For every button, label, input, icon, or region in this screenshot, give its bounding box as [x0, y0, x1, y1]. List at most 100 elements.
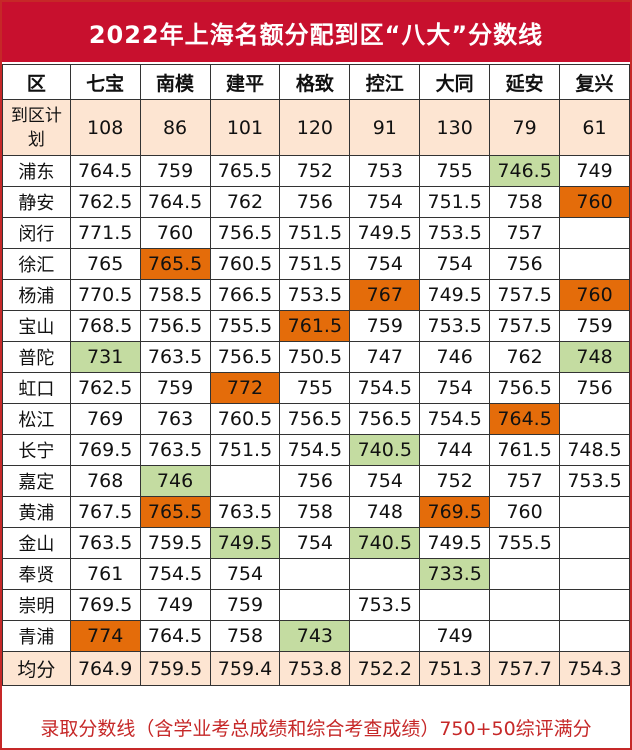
score-cell: 765.5	[209, 155, 281, 187]
average-cell: 757.7	[489, 651, 561, 686]
score-cell: 764.5	[69, 155, 141, 187]
score-cell: 760	[559, 279, 630, 311]
score-cell: 758	[279, 496, 351, 528]
score-cell: 750.5	[279, 341, 351, 373]
column-header-school: 格致	[279, 64, 351, 100]
score-cell: 762.5	[69, 372, 141, 404]
score-cell: 754	[349, 186, 421, 218]
score-table: 区七宝 南模 建平 格致 控江 大同 延安 复兴 到区计划 108 86 101 120 91 130 79 6…	[2, 64, 630, 686]
score-cell: 762.5	[69, 186, 141, 218]
score-cell: 763	[139, 403, 211, 435]
plan-cell: 108	[69, 99, 141, 156]
district-name: 金山	[2, 527, 71, 559]
score-cell: 758	[489, 186, 561, 218]
column-header-school: 控江	[349, 64, 421, 100]
score-cell: 760.5	[209, 248, 281, 280]
score-cell: 746.5	[489, 155, 561, 187]
column-header-school: 建平	[209, 64, 281, 100]
score-cell	[349, 620, 421, 652]
score-cell: 754	[419, 372, 491, 404]
plan-cell: 91	[349, 99, 421, 156]
score-cell	[489, 589, 561, 621]
score-cell: 761.5	[279, 310, 351, 342]
score-cell	[559, 248, 630, 280]
table-row: 杨浦 770.5 758.5 766.5 753.5 767 749.5 757.5 760	[2, 279, 630, 311]
score-cell: 768	[69, 465, 141, 497]
district-name: 奉贤	[2, 558, 71, 590]
score-cell: 772	[209, 372, 281, 404]
score-cell: 748	[349, 496, 421, 528]
score-cell: 762	[489, 341, 561, 373]
score-cell: 754.5	[139, 558, 211, 590]
score-cell: 753.5	[279, 279, 351, 311]
score-cell	[559, 217, 630, 249]
score-cell: 760	[559, 186, 630, 218]
header-row: 区七宝 南模 建平 格致 控江 大同 延安 复兴	[2, 64, 630, 100]
table-row: 金山 763.5 759.5 749.5 754 740.5 749.5 755.5	[2, 527, 630, 559]
score-cell: 767.5	[69, 496, 141, 528]
table-row: 普陀 731 763.5 756.5 750.5 747 746 762 748	[2, 341, 630, 373]
score-cell: 753.5	[419, 217, 491, 249]
district-name: 松江	[2, 403, 71, 435]
score-cell: 754	[349, 248, 421, 280]
score-cell: 733.5	[419, 558, 491, 590]
district-name: 静安	[2, 186, 71, 218]
district-name: 黄浦	[2, 496, 71, 528]
plan-label: 到区计划	[2, 99, 71, 156]
score-cell: 754	[419, 248, 491, 280]
score-cell: 759.5	[139, 527, 211, 559]
score-cell: 768.5	[69, 310, 141, 342]
score-cell	[279, 589, 351, 621]
score-cell: 747	[349, 341, 421, 373]
score-cell: 756	[559, 372, 630, 404]
column-header-school: 延安	[489, 64, 561, 100]
score-cell: 763.5	[139, 434, 211, 466]
table-row: 虹口 762.5 759 772 755 754.5 754 756.5 756	[2, 372, 630, 404]
district-name: 长宁	[2, 434, 71, 466]
score-cell: 749.5	[209, 527, 281, 559]
score-cell	[559, 589, 630, 621]
score-cell: 753	[349, 155, 421, 187]
score-cell	[209, 465, 281, 497]
table-row: 青浦 774 764.5 758 743 749	[2, 620, 630, 652]
column-header-school: 七宝	[69, 64, 141, 100]
score-cell: 763.5	[209, 496, 281, 528]
table-row: 静安 762.5 764.5 762 756 754 751.5 758 760	[2, 186, 630, 218]
score-cell: 756.5	[139, 310, 211, 342]
score-cell	[559, 527, 630, 559]
score-cell: 755.5	[489, 527, 561, 559]
average-cell: 759.4	[209, 651, 281, 686]
table-row: 嘉定 768 746 756 754 752 757 753.5	[2, 465, 630, 497]
district-name: 宝山	[2, 310, 71, 342]
table-row: 宝山 768.5 756.5 755.5 761.5 759 753.5 757.5 759	[2, 310, 630, 342]
score-cell: 760.5	[209, 403, 281, 435]
score-cell: 764.5	[489, 403, 561, 435]
score-cell: 765.5	[139, 248, 211, 280]
table-row: 奉贤 761 754.5 754 733.5	[2, 558, 630, 590]
score-cell	[559, 620, 630, 652]
table-row: 浦东 764.5 759 765.5 752 753 755 746.5 749	[2, 155, 630, 187]
average-cell: 752.2	[349, 651, 421, 686]
plan-cell: 120	[279, 99, 351, 156]
score-cell	[419, 589, 491, 621]
score-cell: 746	[419, 341, 491, 373]
table-row: 闵行 771.5 760 756.5 751.5 749.5 753.5 757	[2, 217, 630, 249]
plan-cell: 86	[139, 99, 211, 156]
column-header-school: 大同	[419, 64, 491, 100]
table-row: 长宁 769.5 763.5 751.5 754.5 740.5 744 761.5 748.5	[2, 434, 630, 466]
plan-cell: 101	[209, 99, 281, 156]
district-name: 虹口	[2, 372, 71, 404]
table-row: 徐汇 765 765.5 760.5 751.5 754 754 756	[2, 248, 630, 280]
score-cell: 754	[349, 465, 421, 497]
score-cell: 754.5	[419, 403, 491, 435]
district-name: 杨浦	[2, 279, 71, 311]
score-cell	[489, 558, 561, 590]
score-cell: 754	[279, 527, 351, 559]
score-cell: 754.5	[279, 434, 351, 466]
table-row: 黄浦 767.5 765.5 763.5 758 748 769.5 760	[2, 496, 630, 528]
score-cell: 757	[489, 217, 561, 249]
score-cell: 752	[279, 155, 351, 187]
score-cell	[489, 620, 561, 652]
score-cell: 752	[419, 465, 491, 497]
